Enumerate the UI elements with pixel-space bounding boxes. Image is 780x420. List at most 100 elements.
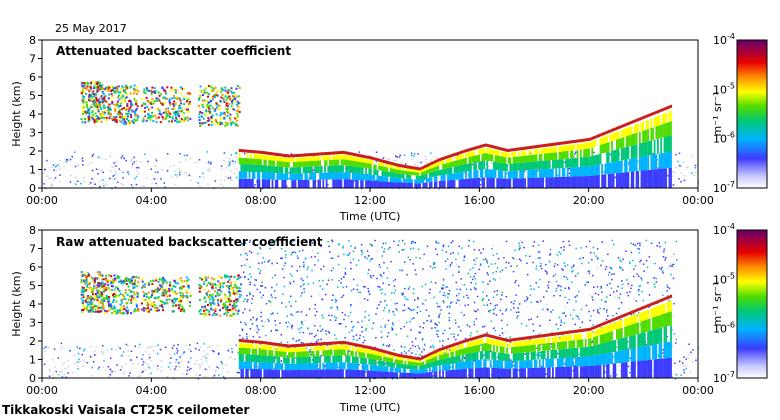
aerosol-column bbox=[450, 173, 453, 181]
aerosol-column bbox=[550, 177, 553, 188]
aerosol-column bbox=[453, 166, 456, 174]
cloud-cell bbox=[136, 86, 139, 89]
aerosol-column bbox=[389, 164, 392, 169]
noise-speckle bbox=[394, 303, 396, 305]
noise-speckle bbox=[408, 349, 410, 352]
no-data-speckle bbox=[388, 158, 391, 160]
no-data-speckle bbox=[234, 358, 237, 361]
no-data-speckle bbox=[275, 359, 278, 361]
no-data-speckle bbox=[205, 369, 208, 371]
aerosol-column bbox=[455, 156, 458, 161]
cloud-cell bbox=[87, 89, 90, 92]
noise-speckle bbox=[343, 318, 345, 321]
cloud-cell bbox=[93, 87, 95, 90]
noise-speckle bbox=[244, 242, 247, 244]
cloud-cell bbox=[136, 93, 139, 95]
noise-speckle bbox=[387, 248, 390, 250]
cloud-cell bbox=[91, 96, 94, 98]
cloud-cell bbox=[186, 97, 189, 100]
aerosol-column bbox=[601, 137, 603, 145]
aerosol-column bbox=[373, 164, 376, 170]
cloud-cell bbox=[121, 99, 124, 102]
boundary-layer-top bbox=[427, 163, 430, 167]
cloud-cell bbox=[81, 113, 84, 115]
noise-speckle bbox=[260, 311, 263, 314]
noise-speckle bbox=[284, 256, 287, 259]
aerosol-column bbox=[512, 157, 515, 164]
backscatter-speckle bbox=[657, 167, 660, 169]
noise-speckle bbox=[458, 265, 460, 268]
cloud-cell bbox=[99, 113, 102, 115]
no-data-speckle bbox=[671, 175, 674, 177]
noise-speckle bbox=[634, 244, 637, 246]
noise-speckle bbox=[462, 315, 464, 317]
aerosol-column bbox=[514, 156, 517, 164]
aerosol-column bbox=[647, 119, 649, 129]
backscatter-speckle bbox=[82, 164, 84, 166]
noise-speckle bbox=[269, 301, 272, 303]
cloud-cell bbox=[114, 119, 117, 122]
no-data-speckle bbox=[491, 366, 494, 368]
cloud-cell bbox=[121, 86, 124, 89]
no-data-speckle bbox=[686, 166, 689, 168]
backscatter-speckle bbox=[236, 371, 239, 374]
backscatter-speckle bbox=[662, 349, 664, 351]
cloud-cell bbox=[130, 114, 132, 116]
no-data-speckle bbox=[72, 372, 75, 374]
y-tick-label: 0 bbox=[29, 182, 36, 195]
noise-speckle bbox=[416, 350, 418, 352]
aerosol-column bbox=[276, 173, 279, 180]
aerosol-column bbox=[312, 179, 315, 188]
cloud-cell bbox=[208, 119, 211, 122]
noise-speckle bbox=[518, 377, 521, 380]
aerosol-column bbox=[481, 177, 484, 188]
noise-speckle bbox=[574, 275, 577, 277]
backscatter-speckle bbox=[111, 370, 113, 373]
boundary-layer-top bbox=[648, 113, 651, 117]
noise-speckle bbox=[258, 329, 260, 331]
noise-speckle bbox=[505, 331, 508, 333]
noise-speckle bbox=[494, 262, 496, 265]
cloud-cell bbox=[179, 107, 182, 110]
y-tick-label: 6 bbox=[29, 71, 36, 84]
aerosol-column bbox=[666, 136, 669, 153]
noise-speckle bbox=[639, 242, 641, 244]
noise-speckle bbox=[424, 304, 426, 306]
aerosol-column bbox=[279, 166, 282, 174]
noise-speckle bbox=[487, 359, 489, 361]
backscatter-speckle bbox=[557, 352, 559, 355]
cloud-cell bbox=[202, 117, 205, 120]
noise-speckle bbox=[271, 296, 273, 298]
noise-speckle bbox=[572, 265, 574, 268]
noise-speckle bbox=[638, 285, 640, 287]
cloud-cell bbox=[81, 82, 84, 85]
boundary-layer-top bbox=[661, 108, 664, 112]
aerosol-column bbox=[586, 142, 589, 149]
aerosol-column bbox=[268, 172, 271, 180]
noise-speckle bbox=[350, 320, 353, 323]
backscatter-speckle bbox=[135, 175, 138, 178]
cloud-cell bbox=[87, 108, 90, 111]
noise-speckle bbox=[431, 327, 433, 329]
cloud-cell bbox=[124, 86, 127, 89]
cloud-cell bbox=[103, 97, 106, 100]
noise-speckle bbox=[381, 288, 383, 290]
aerosol-column bbox=[502, 163, 505, 171]
aerosol-column bbox=[548, 177, 551, 188]
noise-speckle bbox=[537, 269, 539, 271]
backscatter-speckle bbox=[133, 156, 135, 159]
boundary-layer-top bbox=[443, 156, 446, 160]
noise-speckle bbox=[516, 317, 518, 319]
aerosol-column bbox=[256, 158, 259, 165]
noise-speckle bbox=[246, 258, 248, 261]
noise-speckle bbox=[510, 265, 512, 267]
noise-speckle bbox=[430, 319, 433, 321]
aerosol-column bbox=[583, 149, 585, 158]
backscatter-speckle bbox=[362, 341, 364, 344]
noise-speckle bbox=[244, 308, 246, 310]
noise-speckle bbox=[517, 284, 520, 287]
aerosol-column bbox=[307, 161, 310, 167]
backscatter-speckle bbox=[142, 370, 144, 373]
noise-speckle bbox=[586, 281, 588, 284]
aerosol-column bbox=[340, 154, 343, 160]
